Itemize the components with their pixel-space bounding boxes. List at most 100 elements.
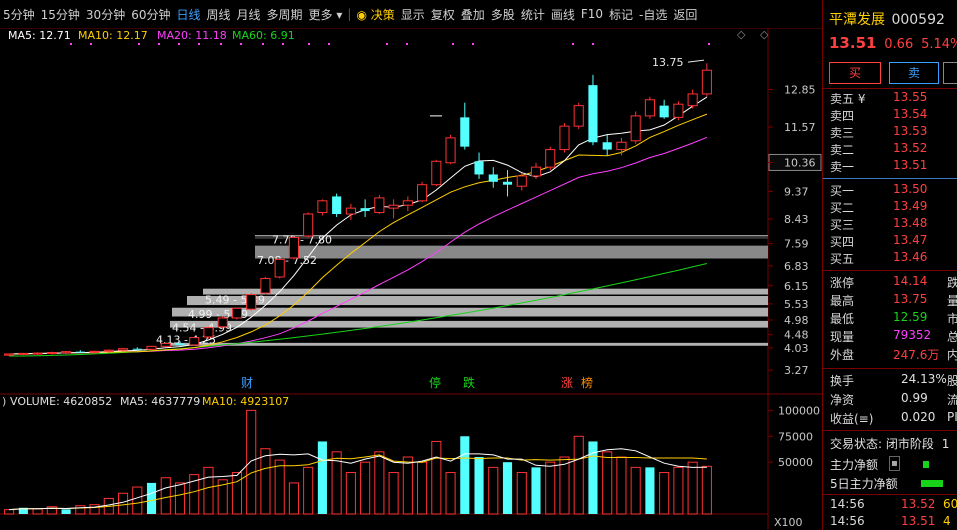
period-tab-2[interactable]: 30分钟 bbox=[85, 7, 126, 22]
event-marker-1: 停 bbox=[429, 375, 441, 390]
stat-row-2[interactable]: 最低 12.59 市 bbox=[823, 310, 957, 327]
stat-row-1[interactable]: 最高 13.75 量 bbox=[823, 292, 957, 309]
candle-body-3 bbox=[46, 352, 57, 355]
candle-31 bbox=[445, 134, 456, 165]
price-tick-12: 3.27 bbox=[784, 364, 809, 377]
volume-bar-29 bbox=[417, 461, 428, 515]
bid-row-1[interactable]: 买二 13.49 bbox=[823, 199, 957, 216]
more-button[interactable] bbox=[943, 62, 957, 84]
buy-button[interactable]: 买 bbox=[829, 62, 881, 84]
candle-9 bbox=[132, 347, 142, 351]
volume-bar-10 bbox=[146, 482, 157, 514]
stat2-value-1: 0.99 bbox=[901, 391, 928, 405]
price-tick-11: 4.03 bbox=[784, 342, 809, 355]
candle-21 bbox=[303, 212, 314, 238]
bid-row-2[interactable]: 买三 13.48 bbox=[823, 216, 957, 233]
bid-row-0[interactable]: 买一 13.50 bbox=[823, 182, 957, 199]
stat2-row-1[interactable]: 净资 0.99 流 bbox=[823, 391, 957, 408]
candle-23 bbox=[332, 193, 342, 217]
toolbar-action-8[interactable]: 标记 bbox=[609, 7, 634, 22]
stat2-value-2: 0.020 bbox=[901, 410, 936, 424]
period-tab-1[interactable]: 15分钟 bbox=[40, 7, 80, 22]
event-marker-0: 财 bbox=[241, 376, 253, 390]
candle-27 bbox=[388, 199, 399, 219]
candle-48 bbox=[687, 89, 698, 109]
stock-header[interactable]: 平潭发展 000592 bbox=[829, 9, 945, 29]
bid-price-2: 13.48 bbox=[893, 216, 928, 230]
toolbar-action-2[interactable]: 复权 bbox=[430, 7, 455, 22]
candle-body-40 bbox=[573, 105, 584, 127]
ma-dot-14 bbox=[452, 43, 454, 45]
toolbar-action-6[interactable]: 画线 bbox=[550, 7, 575, 22]
candle-41 bbox=[588, 74, 598, 146]
stat-label-4: 外盘 bbox=[830, 348, 855, 362]
candle-29 bbox=[417, 181, 428, 203]
bid-row-4[interactable]: 买五 13.46 bbox=[823, 250, 957, 267]
period-tab-4[interactable]: 日线 bbox=[176, 7, 201, 22]
fund-flow-bar-0 bbox=[923, 461, 929, 468]
bid-row-3[interactable]: 买四 13.47 bbox=[823, 233, 957, 250]
fund-flow-bar-1 bbox=[921, 480, 943, 487]
volume-tick-0: 100000 bbox=[778, 404, 820, 417]
stat-row-0[interactable]: 涨停 14.14 跌 bbox=[823, 274, 957, 291]
candle-32 bbox=[460, 102, 470, 150]
stat-row-3[interactable]: 现量 79352 总 bbox=[823, 328, 957, 345]
tick-row-0[interactable]: 14:56 13.52 60 bbox=[823, 497, 957, 514]
candle-body-36 bbox=[516, 175, 527, 187]
candle-body-0 bbox=[4, 353, 15, 356]
toolbar-action-4[interactable]: 多股 bbox=[490, 7, 515, 22]
tick-row-1[interactable]: 14:56 13.51 4 bbox=[823, 514, 957, 530]
decision-button[interactable]: ◉ 决策 bbox=[353, 6, 397, 23]
stat2-label-1: 净资 bbox=[830, 393, 855, 407]
period-tab-5[interactable]: 周线 bbox=[206, 7, 231, 22]
fund-flow-row-0[interactable]: 主力净额 ▪ bbox=[823, 456, 957, 473]
period-tab-7[interactable]: 多周期 bbox=[266, 7, 303, 22]
legend-ma5: MA5: 12.71 bbox=[8, 29, 71, 42]
bid-label-3: 买四 bbox=[830, 235, 855, 249]
stat2-extra-1: 流 bbox=[947, 391, 957, 408]
toolbar-action-3[interactable]: 叠加 bbox=[460, 7, 485, 22]
stat2-row-2[interactable]: 收益(≡) 0.020 PI bbox=[823, 410, 957, 427]
ma-dot-10 bbox=[308, 43, 310, 45]
ask-row-4[interactable]: 卖一 13.51 bbox=[823, 158, 957, 175]
volume-bar-13 bbox=[189, 474, 200, 515]
volume-bar-42 bbox=[602, 451, 613, 515]
stat-row-4[interactable]: 外盘 247.6万内 bbox=[823, 346, 957, 363]
stat2-row-0[interactable]: 换手 24.13%股 bbox=[823, 372, 957, 389]
ask-row-2[interactable]: 卖三 13.53 bbox=[823, 124, 957, 141]
period-tab-0[interactable]: 5分钟 bbox=[3, 7, 35, 22]
period-tab-3[interactable]: 60分钟 bbox=[131, 7, 171, 22]
volume-bar-1 bbox=[18, 507, 28, 514]
period-tab-8[interactable]: 更多 ▾ bbox=[308, 7, 343, 22]
ask-row-3[interactable]: 卖二 13.52 bbox=[823, 141, 957, 158]
book-midline bbox=[823, 178, 957, 179]
volume-bar-23 bbox=[331, 451, 342, 515]
candle-body-19 bbox=[274, 258, 285, 278]
toolbar-action-10[interactable]: 返回 bbox=[673, 7, 698, 22]
candle-16 bbox=[231, 307, 243, 320]
toolbar-action-7[interactable]: F10 bbox=[580, 7, 604, 21]
fund-flow-row-1[interactable]: 5日主力净额 bbox=[823, 475, 957, 492]
ask-row-1[interactable]: 卖四 13.54 bbox=[823, 107, 957, 124]
sell-button[interactable]: 卖 bbox=[889, 62, 939, 84]
volume-bar-8 bbox=[117, 492, 129, 515]
ask-label-0: 卖五 ¥ bbox=[830, 92, 866, 106]
candle-47 bbox=[673, 101, 684, 121]
period-tab-6[interactable]: 月线 bbox=[236, 7, 261, 22]
kline-chart[interactable]: MA5: 12.71 MA10: 12.17 MA20: 11.18 MA60: 6.… bbox=[0, 28, 822, 530]
ask-price-3: 13.52 bbox=[893, 141, 928, 155]
chip-bar-2 bbox=[203, 288, 768, 295]
candle-body-43 bbox=[616, 141, 627, 151]
toolbar-action-1[interactable]: 显示 bbox=[400, 7, 425, 22]
ma-dot-3 bbox=[158, 43, 160, 45]
volume-bar-49 bbox=[701, 465, 712, 515]
volume-bar-18 bbox=[260, 448, 271, 515]
ma-dot-12 bbox=[386, 43, 388, 45]
candle-0 bbox=[4, 353, 15, 356]
toolbar-action-5[interactable]: 统计 bbox=[520, 7, 545, 22]
candle-body-10 bbox=[146, 345, 157, 350]
ask-label-4: 卖一 bbox=[830, 160, 855, 174]
toolbar-action-9[interactable]: -自选 bbox=[639, 7, 668, 22]
ask-row-0[interactable]: 卖五 ¥ 13.55 bbox=[823, 90, 957, 107]
chip-bar-5 bbox=[170, 320, 768, 328]
